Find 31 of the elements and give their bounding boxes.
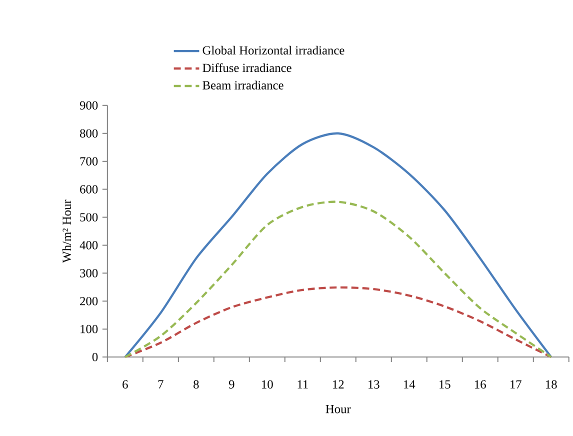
x-tick-label: 15 bbox=[440, 380, 450, 389]
y-tick-label: 700 bbox=[80, 157, 98, 166]
x-tick-label: 10 bbox=[262, 380, 273, 389]
y-tick-label: 800 bbox=[80, 129, 98, 138]
y-tick-label: 500 bbox=[80, 213, 98, 222]
legend-label: Beam irradiance bbox=[202, 80, 284, 90]
x-tick-label: 14 bbox=[404, 380, 416, 389]
x-tick-label: 16 bbox=[475, 380, 486, 389]
line-series bbox=[124, 132, 552, 358]
legend-label: Diffuse irradiance bbox=[202, 63, 292, 72]
y-tick-label: 300 bbox=[80, 269, 98, 278]
y-tick-label: 0 bbox=[92, 353, 98, 362]
y-tick-label: 100 bbox=[80, 325, 98, 334]
x-tick-label: 8 bbox=[194, 380, 199, 389]
x-tick-label: 12 bbox=[333, 380, 344, 389]
y-tick-label: 600 bbox=[80, 185, 98, 194]
x-tick-label: 17 bbox=[510, 380, 522, 389]
x-tick-label: 13 bbox=[368, 380, 380, 389]
x-tick-label: 7 bbox=[158, 380, 164, 389]
legend-label: Global Horizontal irradiance bbox=[202, 46, 344, 55]
y-tick-label: 200 bbox=[80, 297, 98, 306]
x-tick-label: 18 bbox=[546, 380, 557, 389]
y-axis-title: Wh/m² Hour bbox=[62, 200, 72, 264]
x-tick-label: 9 bbox=[228, 380, 234, 389]
line-series bbox=[124, 286, 552, 358]
line-series bbox=[124, 200, 552, 358]
x-tick-label: 11 bbox=[298, 380, 308, 389]
x-tick-label: 6 bbox=[122, 380, 128, 389]
y-tick-label: 400 bbox=[80, 241, 98, 250]
y-tick-label: 900 bbox=[80, 101, 98, 110]
x-axis-title: Hour bbox=[326, 405, 351, 414]
